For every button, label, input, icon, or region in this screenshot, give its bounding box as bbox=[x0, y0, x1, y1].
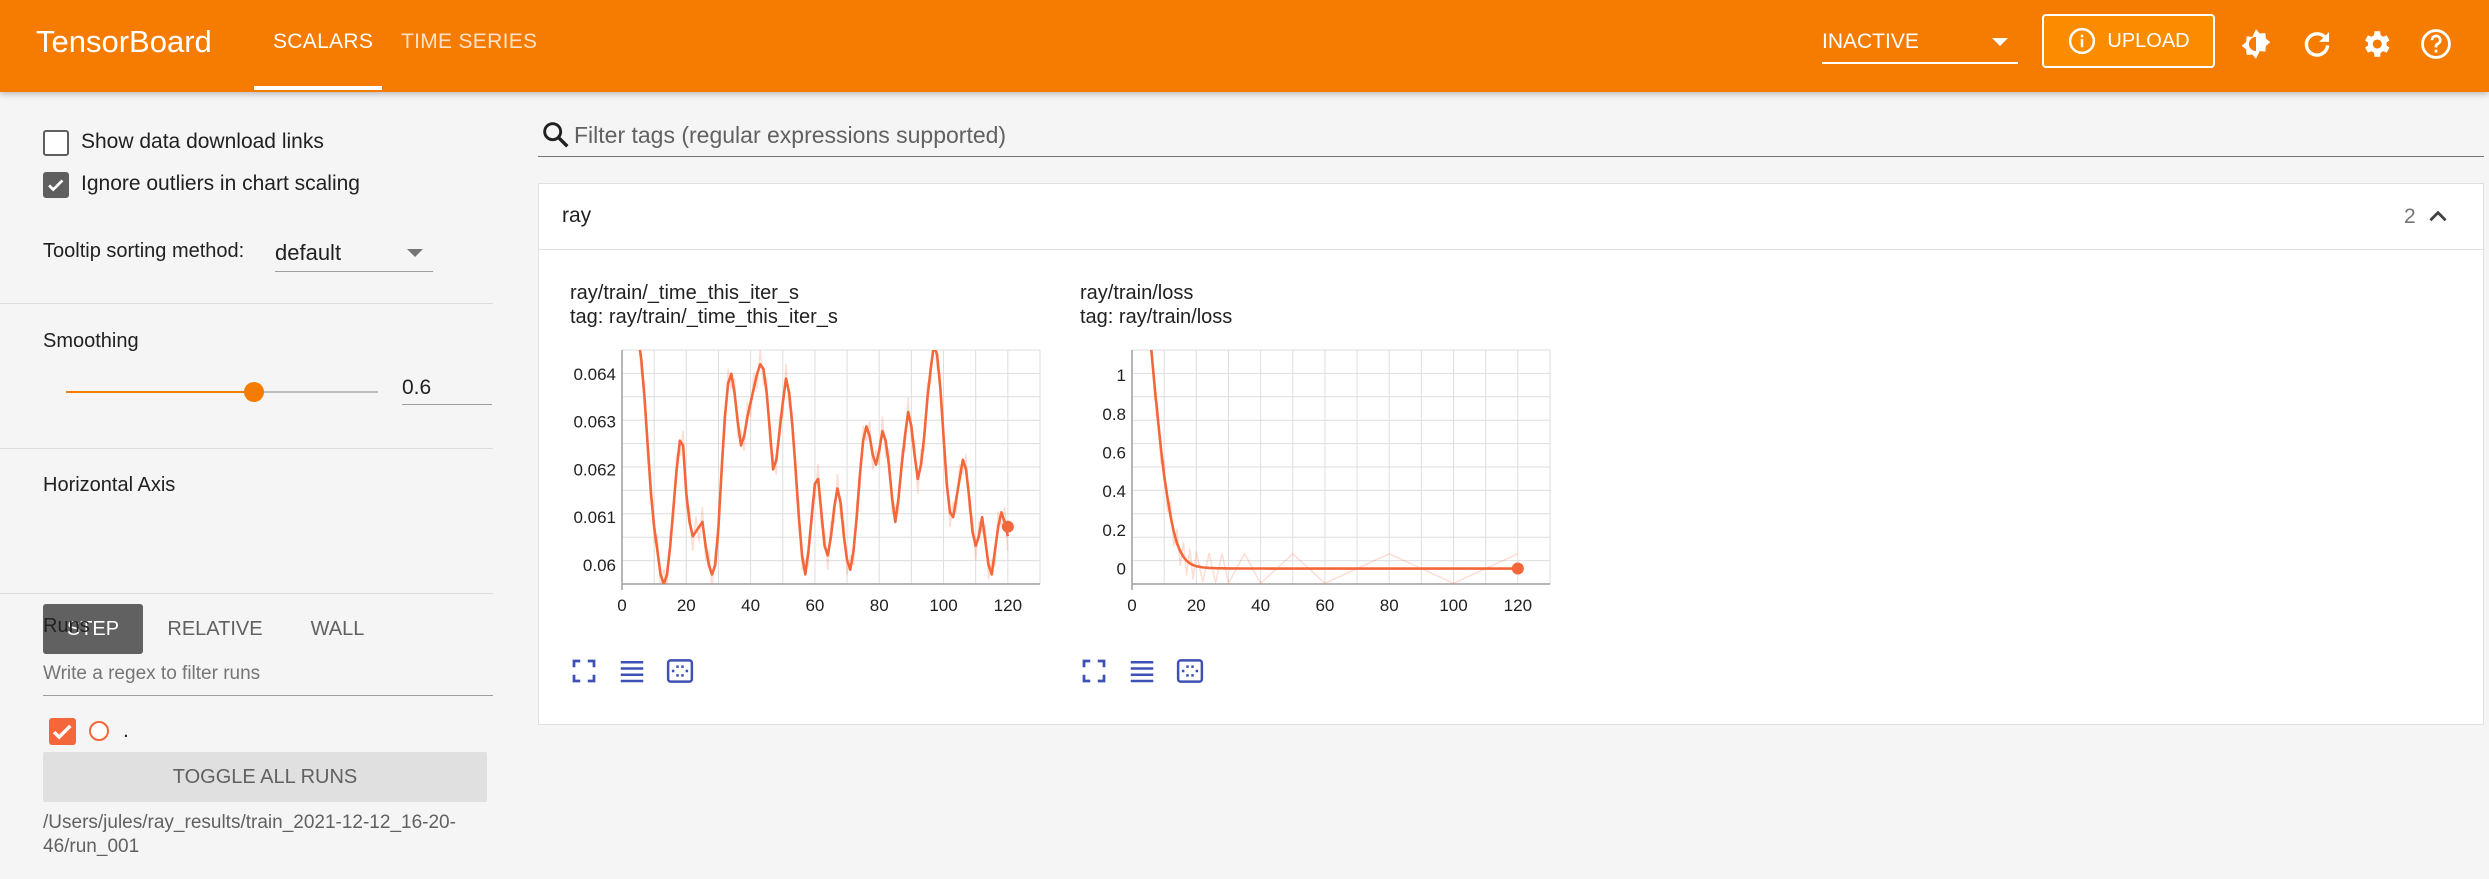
tag-filter-input[interactable]: Filter tags (regular expressions support… bbox=[574, 122, 1007, 148]
checkmark-icon bbox=[48, 179, 64, 192]
raw-series-line bbox=[1151, 350, 1519, 584]
chart-title: ray/train/_time_this_iter_s bbox=[570, 282, 799, 304]
chevron-down-icon bbox=[1992, 38, 2008, 46]
x-tick-label: 0 bbox=[1127, 596, 1136, 615]
info-icon bbox=[2069, 27, 2096, 55]
theme-toggle-icon[interactable] bbox=[2239, 27, 2273, 61]
smoothing-slider-thumb[interactable] bbox=[244, 382, 264, 402]
x-tick-label: 40 bbox=[741, 596, 760, 615]
smoothing-slider-fill bbox=[66, 391, 254, 393]
line-chart-loss[interactable]: 0 0.2 0.4 0.6 0.8 1 0 20 40 60 80 100 120 bbox=[1059, 334, 1559, 644]
smoothing-section: Smoothing bbox=[0, 304, 493, 449]
help-icon[interactable] bbox=[2419, 27, 2453, 61]
run-state-value: INACTIVE bbox=[1822, 30, 1919, 53]
last-point-marker bbox=[1001, 520, 1014, 533]
x-tick-label: 120 bbox=[994, 596, 1022, 615]
x-tick-label: 20 bbox=[1187, 596, 1206, 615]
y-tick-label: 0.063 bbox=[573, 413, 616, 432]
settings-section: Show data download links Ignore outliers… bbox=[0, 92, 493, 304]
x-tick-label: 20 bbox=[677, 596, 696, 615]
x-tick-label: 120 bbox=[1504, 596, 1532, 615]
tab-scalars[interactable]: SCALARS bbox=[273, 30, 374, 53]
sidebar: Show data download links Ignore outliers… bbox=[0, 92, 493, 879]
run-state-select[interactable]: INACTIVE bbox=[1822, 26, 2018, 64]
ignore-outliers-checkbox[interactable] bbox=[43, 172, 69, 198]
horizontal-axis-label: Horizontal Axis bbox=[43, 474, 176, 496]
chevron-down-icon bbox=[407, 249, 423, 257]
x-tick-label: 100 bbox=[929, 596, 957, 615]
x-tick-label: 80 bbox=[870, 596, 889, 615]
toggle-all-runs-button[interactable]: TOGGLE ALL RUNS bbox=[43, 752, 487, 802]
smoothing-slider-track[interactable] bbox=[66, 391, 378, 393]
data-table-icon[interactable] bbox=[617, 656, 647, 686]
y-tick-label: 0.061 bbox=[573, 508, 616, 527]
upload-label: UPLOAD bbox=[2107, 29, 2190, 52]
fullscreen-icon[interactable] bbox=[569, 656, 599, 686]
y-tick-label: 0.06 bbox=[583, 556, 616, 575]
y-tick-label: 0.4 bbox=[1102, 482, 1126, 501]
search-icon bbox=[543, 122, 569, 148]
y-tick-label: 0.2 bbox=[1102, 521, 1126, 540]
run-logdir-path: /Users/jules/ray_results/train_2021-12-1… bbox=[43, 812, 456, 857]
show-download-links-label: Show data download links bbox=[81, 130, 324, 153]
x-tick-label: 100 bbox=[1439, 596, 1467, 615]
x-tick-label: 40 bbox=[1251, 596, 1270, 615]
y-tick-label: 1 bbox=[1117, 366, 1126, 385]
horizontal-axis-section: Horizontal Axis bbox=[0, 449, 493, 594]
axis-step-button[interactable]: STEP bbox=[43, 604, 143, 654]
y-tick-label: 0.062 bbox=[573, 460, 616, 479]
fit-domain-icon[interactable] bbox=[665, 656, 695, 686]
y-tick-label: 0.064 bbox=[573, 365, 616, 384]
axis-wall-button[interactable]: WALL bbox=[310, 617, 365, 640]
fit-domain-icon[interactable] bbox=[1175, 656, 1205, 686]
app-title: TensorBoard bbox=[36, 24, 212, 59]
y-tick-label: 0.6 bbox=[1102, 443, 1126, 462]
x-tick-label: 80 bbox=[1380, 596, 1399, 615]
tag-group-name: ray bbox=[562, 204, 592, 227]
chart-tag: tag: ray/train/_time_this_iter_s bbox=[570, 306, 838, 328]
raw-series-line bbox=[639, 350, 1009, 584]
smoothing-label: Smoothing bbox=[43, 330, 139, 352]
x-tick-label: 0 bbox=[617, 596, 626, 615]
tag-group-card: ray 2 ray/train/_time_this_iter_s tag: r… bbox=[538, 183, 2484, 725]
runs-filter-input[interactable]: Write a regex to filter runs bbox=[43, 652, 493, 696]
run-checkbox[interactable] bbox=[49, 718, 76, 745]
smoothing-value-input[interactable]: 0.6 bbox=[402, 372, 492, 405]
active-tab-indicator bbox=[254, 86, 382, 90]
line-chart-time-this-iter[interactable]: 0.06 0.061 0.062 0.063 0.064 0 20 40 60 80 100 120 bbox=[549, 334, 1049, 644]
tag-group-header[interactable]: ray 2 bbox=[539, 184, 2483, 250]
smoothed-series-line bbox=[638, 350, 1010, 584]
run-color-swatch[interactable] bbox=[89, 721, 109, 741]
fullscreen-icon[interactable] bbox=[1079, 656, 1109, 686]
settings-icon[interactable] bbox=[2359, 27, 2393, 61]
run-name: . bbox=[123, 719, 129, 742]
ignore-outliers-label: Ignore outliers in chart scaling bbox=[81, 172, 360, 195]
tooltip-sorting-value: default bbox=[275, 240, 342, 265]
tag-group-count: 2 bbox=[2404, 205, 2416, 228]
tab-time-series[interactable]: TIME SERIES bbox=[401, 30, 538, 53]
smoothed-series-line bbox=[1149, 350, 1518, 570]
tooltip-sorting-label: Tooltip sorting method: bbox=[43, 240, 245, 262]
upload-button[interactable]: UPLOAD bbox=[2042, 14, 2215, 68]
last-point-marker bbox=[1511, 562, 1524, 575]
axis-relative-button[interactable]: RELATIVE bbox=[167, 617, 263, 640]
y-tick-label: 0.8 bbox=[1102, 405, 1126, 424]
show-download-links-checkbox[interactable] bbox=[43, 130, 69, 156]
top-app-bar: TensorBoard SCALARS TIME SERIES INACTIVE… bbox=[0, 0, 2489, 92]
x-tick-label: 60 bbox=[805, 596, 824, 615]
tag-filter-bar[interactable]: Filter tags (regular expressions support… bbox=[538, 114, 2484, 157]
chart-title: ray/train/loss bbox=[1080, 282, 1194, 304]
x-tick-label: 60 bbox=[1315, 596, 1334, 615]
chevron-up-icon[interactable] bbox=[2425, 204, 2451, 230]
y-tick-label: 0 bbox=[1117, 560, 1126, 579]
checkmark-icon bbox=[52, 724, 72, 740]
chart-tag: tag: ray/train/loss bbox=[1080, 306, 1233, 328]
runs-label: Runs bbox=[43, 615, 90, 637]
data-table-icon[interactable] bbox=[1127, 656, 1157, 686]
refresh-icon[interactable] bbox=[2300, 27, 2334, 61]
tooltip-sorting-select[interactable]: default bbox=[275, 238, 433, 272]
